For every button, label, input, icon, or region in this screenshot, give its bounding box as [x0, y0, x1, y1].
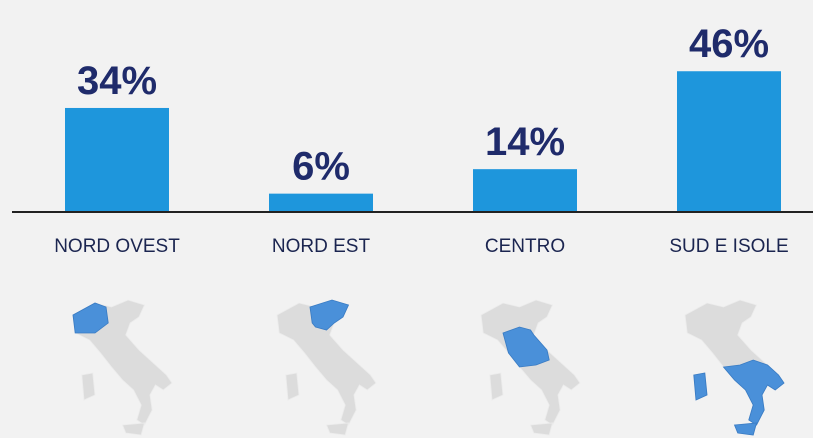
value-label: 34% [77, 59, 157, 103]
value-label: 46% [689, 22, 769, 66]
value-label: 6% [292, 145, 350, 189]
map-nord-ovest [72, 299, 173, 436]
bar [269, 193, 373, 212]
map-centro [480, 299, 581, 436]
category-label: NORD OVEST [54, 236, 180, 257]
category-label: SUD E ISOLE [669, 236, 788, 257]
map-nord-est [276, 299, 377, 436]
category-label: NORD EST [272, 236, 371, 257]
bar [677, 71, 781, 213]
map-sud-e-isole [684, 299, 785, 436]
bar [65, 107, 169, 212]
value-label: 14% [485, 120, 565, 164]
category-label: CENTRO [485, 236, 565, 257]
bar [473, 169, 577, 212]
